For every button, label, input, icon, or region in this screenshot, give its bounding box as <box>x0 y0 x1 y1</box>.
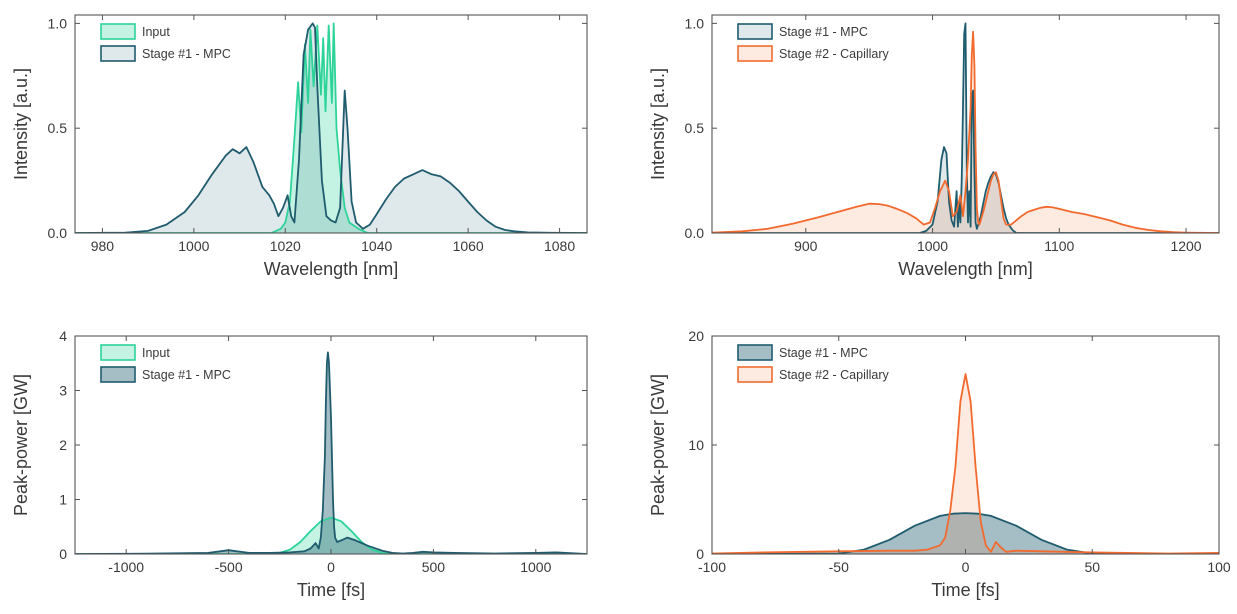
spectrum-chart-stage2: 900 1000 1100 1200 0.0 0.5 1.0 Wavelength [nm] I… <box>648 14 1220 279</box>
x-tick-label: 100 <box>1207 559 1231 575</box>
series-line-1 <box>712 30 1219 233</box>
x-axis-title: Wavelength [nm] <box>264 259 398 279</box>
legend-label: Input <box>142 25 170 39</box>
x-tick-label: 1020 <box>270 238 301 254</box>
y-tick-label: 0.0 <box>685 225 705 241</box>
x-tick-label: 1100 <box>1044 238 1074 254</box>
y-tick-label: 1.0 <box>48 15 68 31</box>
legend-label: Stage #1 - MPC <box>142 368 231 382</box>
x-tick-label: 1200 <box>1170 238 1201 254</box>
legend-swatch <box>737 45 773 62</box>
legend-swatch <box>100 45 136 62</box>
series-area-0 <box>712 23 1219 233</box>
x-tick-label: -100 <box>698 559 726 575</box>
y-tick-label: 10 <box>688 437 704 453</box>
series-area-0 <box>712 513 1219 554</box>
x-tick-label: 0 <box>327 559 335 575</box>
y-axis-title: Peak-power [GW] <box>648 374 668 516</box>
spectrum-chart-stage1: 980 1000 1020 1040 1060 1080 0.0 0.5 1.0 Waveleng… <box>11 14 588 279</box>
legend-swatch <box>737 23 773 40</box>
x-tick-label: 0 <box>962 559 970 575</box>
legend-swatch <box>100 23 136 40</box>
x-tick-label: 1000 <box>178 238 209 254</box>
x-tick-label: -500 <box>215 559 243 575</box>
series-area-0 <box>75 517 587 554</box>
y-axis-title: Intensity [a.u.] <box>11 68 31 180</box>
y-tick-label: 1 <box>59 492 67 508</box>
x-tick-label: 1000 <box>520 559 551 575</box>
plot-frame <box>74 14 588 234</box>
legend-swatch <box>100 344 136 361</box>
temporal-chart-stage2: -100 -50 0 50 100 0 10 20 Time [fs] Peak-power [G… <box>648 328 1231 600</box>
y-tick-label: 0.5 <box>685 120 705 136</box>
y-axis-title: Peak-power [GW] <box>11 374 31 516</box>
x-axis-title: Time [fs] <box>931 580 999 600</box>
series-area-0 <box>75 23 587 233</box>
legend-swatch <box>737 366 773 383</box>
y-tick-label: 4 <box>59 328 67 344</box>
x-tick-label: -50 <box>829 559 849 575</box>
legend-label: Stage #2 - Capillary <box>779 47 890 61</box>
y-tick-label: 0.0 <box>48 225 68 241</box>
x-tick-label: 500 <box>422 559 446 575</box>
x-axis-title: Wavelength [nm] <box>898 259 1032 279</box>
plot-frame <box>711 14 1220 234</box>
legend-label: Stage #1 - MPC <box>142 47 231 61</box>
legend-swatch <box>100 366 136 383</box>
x-tick-label: 900 <box>794 238 818 254</box>
series-line-0 <box>75 22 587 233</box>
y-tick-label: 0.5 <box>48 120 68 136</box>
x-tick-label: 1000 <box>917 238 948 254</box>
legend-label: Stage #2 - Capillary <box>779 368 890 382</box>
x-tick-label: 1040 <box>361 238 392 254</box>
x-axis-title: Time [fs] <box>297 580 365 600</box>
y-tick-label: 0 <box>696 546 704 562</box>
x-tick-label: 1060 <box>453 238 484 254</box>
series-line-1 <box>75 351 587 554</box>
temporal-chart-stage1: -1000 -500 0 500 1000 0 1 2 3 4 Time [fs] Peak-powe… <box>11 328 588 600</box>
y-tick-label: 2 <box>59 437 67 453</box>
y-axis-title: Intensity [a.u.] <box>648 68 668 180</box>
series-line-1 <box>75 22 587 233</box>
y-tick-label: 0 <box>59 546 67 562</box>
x-tick-label: 980 <box>91 238 115 254</box>
legend-label: Stage #1 - MPC <box>779 346 868 360</box>
y-tick-label: 1.0 <box>685 15 705 31</box>
series-line-1 <box>712 373 1219 554</box>
y-tick-label: 20 <box>688 328 704 344</box>
legend-swatch <box>737 344 773 361</box>
x-tick-label: 1080 <box>544 238 575 254</box>
series-area-1 <box>712 374 1219 554</box>
x-tick-label: 50 <box>1084 559 1100 575</box>
legend-label: Stage #1 - MPC <box>779 25 868 39</box>
y-tick-label: 3 <box>59 383 67 399</box>
legend-label: Input <box>142 346 170 360</box>
x-tick-label: -1000 <box>108 559 144 575</box>
